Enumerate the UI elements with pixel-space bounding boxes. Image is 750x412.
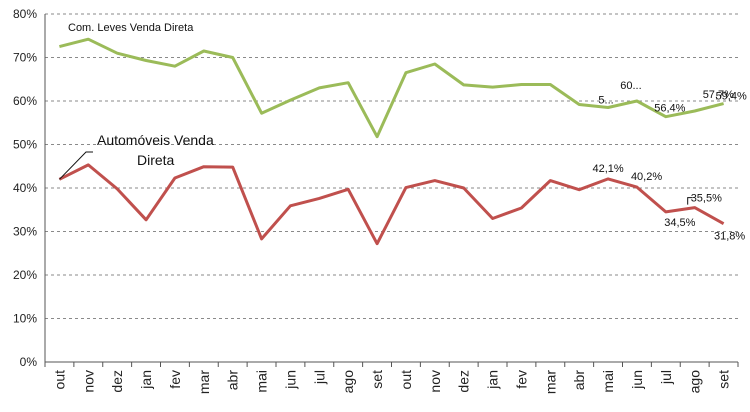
axes — [44, 14, 739, 367]
x-tick-label: jun — [282, 370, 298, 390]
series-label-leader — [59, 151, 93, 180]
x-tick-label: jan — [138, 370, 154, 390]
x-tick-label: dez — [456, 370, 472, 393]
x-tick-label: dez — [109, 370, 125, 393]
data-label: 59,4% — [716, 91, 747, 103]
data-label: 34,5% — [664, 217, 695, 229]
x-tick-label: mar — [542, 370, 558, 394]
x-tick-label: jan — [485, 370, 501, 390]
series-line — [59, 37, 724, 139]
x-tick-label: out — [398, 370, 414, 390]
y-tick-label: 60% — [13, 94, 37, 108]
data-label: 40,2% — [631, 171, 662, 183]
x-tick-label: fev — [167, 370, 183, 389]
y-tick-label: 0% — [20, 355, 38, 369]
series-label-com-leves: Com. Leves Venda Direta — [68, 22, 194, 34]
x-tick-label: set — [369, 370, 385, 389]
x-tick-label: jul — [311, 370, 327, 385]
data-labels: 5... 60... 56,4% 57,7%59,4% 42,1% 40,2% 34,5% 3… — [592, 80, 747, 243]
data-label: 42,1% — [592, 163, 623, 175]
x-tick-label: mai — [600, 370, 616, 393]
series-label-automoveis: Automóveis Venda — [97, 132, 214, 148]
x-tick-label: abr — [571, 370, 587, 391]
x-tick-label: jul — [658, 370, 674, 385]
y-tick-label: 50% — [13, 138, 37, 152]
x-tick-label: jun — [629, 370, 645, 390]
y-axis-ticks: 0% 10% 20% 30% 40% 50% 60% 70% 80% — [13, 7, 37, 369]
grid-lines — [45, 13, 738, 319]
series-lines — [58, 37, 725, 246]
data-label: 60... — [620, 80, 641, 92]
x-tick-label: out — [51, 370, 67, 390]
x-tick-label: fev — [513, 370, 529, 389]
x-tick-label: ago — [340, 370, 356, 394]
data-label: 56,4% — [654, 103, 685, 115]
y-tick-label: 80% — [13, 7, 37, 21]
x-tick-label: mai — [254, 370, 270, 393]
data-label: 57,7% — [703, 89, 734, 101]
x-axis-ticks: out nov dez jan fev mar abr mai jun jul ago set out n… — [51, 370, 731, 394]
y-tick-label: 20% — [13, 268, 37, 282]
y-tick-label: 40% — [13, 181, 37, 195]
x-tick-label: nov — [80, 370, 96, 393]
data-label: 5... — [598, 95, 613, 107]
x-tick-label: abr — [225, 370, 241, 391]
series-labels: Com. Leves Venda Direta Automóveis Venda D… — [59, 22, 214, 180]
series-label-automoveis-line2: Direta — [137, 152, 175, 168]
x-tick-label: set — [716, 370, 732, 389]
data-label: 35,5% — [691, 193, 722, 205]
series-line — [58, 163, 725, 246]
y-tick-label: 30% — [13, 225, 37, 239]
data-label: 31,8% — [714, 231, 745, 243]
x-tick-label: mar — [196, 370, 212, 394]
y-tick-label: 10% — [13, 312, 37, 326]
x-tick-label: nov — [427, 370, 443, 393]
y-tick-label: 70% — [13, 51, 37, 65]
x-tick-label: ago — [687, 370, 703, 394]
label-leader — [687, 197, 693, 205]
